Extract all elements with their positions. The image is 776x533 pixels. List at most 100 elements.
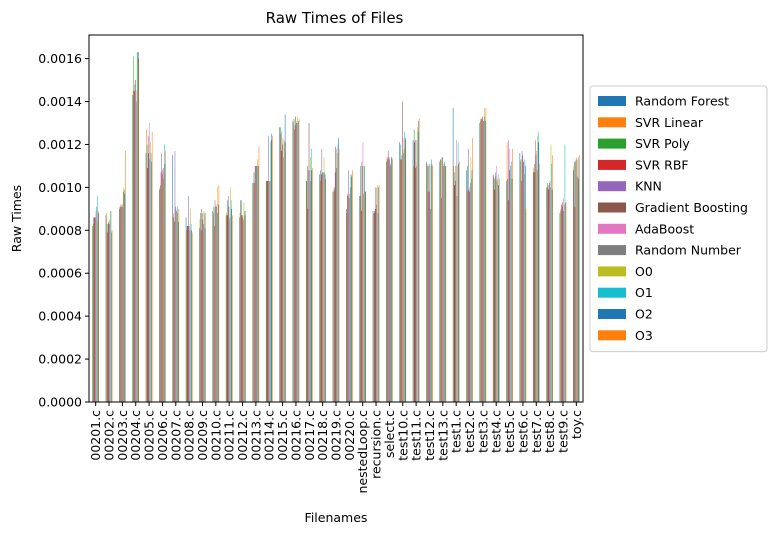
bar-test13-c-svr-rbf [441,198,442,402]
bar-00209-c-gradient-boosting [201,213,203,402]
bar-test13-c-adaboost [442,163,444,402]
bar-00206-c-adaboost [162,174,163,402]
bar-select-c-svr-poly [387,159,388,402]
bar-00211-c-o3 [231,215,233,402]
bar-00213-c-random-number [256,165,258,402]
bar-test9-c-o2 [565,202,566,402]
bar-test4-c-knn [495,172,496,402]
bar-test12-c-svr-linear [426,163,428,402]
bar-nestedLoop-c-knn [361,161,363,402]
legend-entry: Gradient Boosting [635,200,748,215]
bar-select-c-o0 [390,165,392,402]
bar-test8-c-o2 [551,189,553,402]
x-tick-label: test13.c [435,410,450,461]
bar-test1-c-gradient-boosting [455,165,457,402]
bar-toy-c-adaboost [576,157,577,402]
bar-00207-c-gradient-boosting [175,206,176,402]
y-tick-label: 0.0004 [38,309,82,324]
bar-test3-c-adaboost [482,120,484,402]
bar-toy-c-svr-linear [573,165,575,402]
bar-00216-c-o0 [297,116,298,402]
bar-00209-c-svr-rbf [200,230,202,402]
bar-00204-c-knn [134,84,136,403]
bar-00207-c-o2 [178,221,179,402]
legend-entry: SVR RBF [635,157,689,172]
bar-00209-c-adaboost [202,219,204,402]
bar-test10-c-gradient-boosting [402,101,403,402]
bar-test2-c-gradient-boosting [468,191,470,402]
bar-test9-c-svr-rbf [561,204,562,402]
bar-select-c-random-number [389,163,391,402]
bar-00209-c-o3 [205,213,206,402]
legend-entry: SVR Linear [635,115,704,130]
bar-00213-c-adaboost [255,165,257,402]
bar-00212-c-svr-rbf [240,215,242,402]
bar-00207-c-knn [174,150,176,402]
bar-00201-c-o1 [97,195,98,402]
bar-test4-c-svr-rbf [494,189,496,402]
bar-test13-c-o3 [445,165,447,402]
legend-swatch [598,138,626,149]
bar-test7-c-gradient-boosting [535,155,537,402]
y-tick-label: 0.0010 [38,180,82,195]
bar-00219-c-random-number [336,168,338,402]
bar-00214-c-knn [268,135,269,402]
bar-test8-c-gradient-boosting [549,183,550,402]
bars-group [92,52,580,403]
bar-00207-c-svr-linear [173,213,174,402]
legend-swatch [598,223,626,234]
x-tick-label: test11.c [409,410,424,461]
bar-test6-c-svr-linear [520,161,521,402]
bar-00210-c-knn [214,200,216,402]
bar-test7-c-svr-rbf [534,172,536,402]
bar-test12-c-adaboost [429,191,431,402]
bar-test12-c-o1 [431,159,432,402]
bar-00202-c-knn [107,223,109,402]
bar-00208-c-o1 [190,223,192,402]
bar-00214-c-o0 [270,142,271,402]
chart-title: Raw Times of Files [266,9,404,27]
bar-00217-c-o3 [312,168,313,402]
bar-test3-c-svr-poly [480,120,482,402]
bar-00208-c-svr-rbf [187,226,189,402]
bar-test6-c-adaboost [522,161,524,402]
bar-test11-c-svr-rbf [414,142,415,402]
x-tick-label: test6.c [515,410,530,453]
bar-00208-c-knn [188,195,189,402]
bar-00207-c-adaboost [175,208,177,402]
bar-test11-c-svr-linear [413,165,414,402]
bar-00215-c-knn [281,131,283,402]
bar-test8-c-o1 [551,163,552,402]
bar-00214-c-svr-rbf [267,180,269,402]
bar-00210-c-gradient-boosting [215,206,216,402]
bar-00220-c-gradient-boosting [348,198,350,402]
bar-00220-c-random-number [349,187,351,402]
bar-00219-c-gradient-boosting [335,146,336,402]
y-tick-label: 0.0012 [38,137,82,152]
bar-00209-c-o1 [204,213,205,402]
bar-00202-c-o2 [111,232,112,402]
bar-00216-c-o3 [298,118,300,402]
bar-00209-c-o2 [204,228,206,402]
legend-swatch [598,266,626,277]
bar-00216-c-svr-poly [293,118,295,402]
bar-00220-c-o0 [350,174,352,402]
bar-toy-c-gradient-boosting [575,159,577,402]
bar-test3-c-gradient-boosting [482,116,483,402]
bar-00213-c-svr-rbf [254,183,255,402]
bar-00204-c-svr-poly [133,56,135,403]
bar-test4-c-gradient-boosting [495,176,497,402]
bar-nestedLoop-c-svr-rbf [361,210,362,402]
bar-00211-c-o0 [230,187,231,402]
bar-00205-c-o3 [151,131,153,402]
bar-test12-c-knn [428,165,429,402]
bar-00218-c-svr-rbf [320,174,322,402]
bar-00205-c-random-number [149,159,151,402]
x-tick-label: test5.c [502,410,517,453]
bar-00206-c-o2 [164,163,166,402]
bar-test2-c-adaboost [469,187,471,402]
bar-00203-c-o2 [124,193,126,402]
bar-00208-c-o3 [191,232,193,402]
bar-00202-c-gradient-boosting [108,221,110,402]
bar-00206-c-o1 [164,144,165,402]
